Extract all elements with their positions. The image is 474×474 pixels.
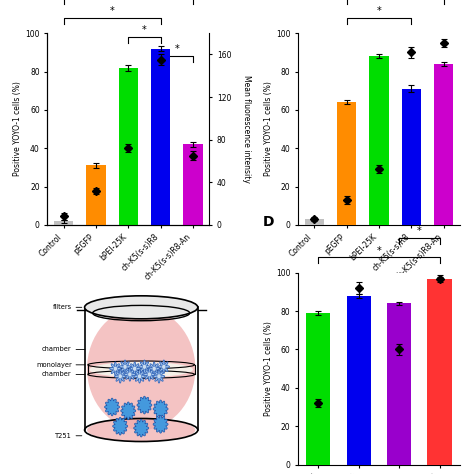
Ellipse shape [84,296,198,319]
PathPatch shape [109,362,121,375]
Bar [434,64,453,225]
PathPatch shape [139,360,150,374]
Ellipse shape [137,374,142,379]
Ellipse shape [113,366,118,371]
Y-axis label: Mean fluorescence intensity: Mean fluorescence intensity [242,75,251,183]
PathPatch shape [119,360,131,374]
PathPatch shape [158,360,170,374]
Bar [337,102,356,225]
PathPatch shape [124,368,136,381]
PathPatch shape [105,398,119,416]
Text: chamber: chamber [42,346,72,353]
PathPatch shape [115,370,126,383]
Text: monolayer: monolayer [36,362,72,368]
Text: *: * [376,246,381,255]
Y-axis label: Positive YOYO-1 cells (%): Positive YOYO-1 cells (%) [264,321,273,416]
Bar [118,68,138,225]
Bar [306,313,330,465]
Y-axis label: Positive YOYO-1 cells (%): Positive YOYO-1 cells (%) [13,82,22,176]
Ellipse shape [133,366,137,371]
Bar [54,221,73,225]
Bar [151,48,170,225]
Ellipse shape [157,374,161,379]
Ellipse shape [87,307,195,430]
Text: *: * [109,6,114,16]
Text: chamber: chamber [42,372,72,377]
Bar [183,145,203,225]
Ellipse shape [118,374,122,379]
Bar [387,303,411,465]
Y-axis label: Positive YOYO-1 cells (%): Positive YOYO-1 cells (%) [264,82,273,176]
Bar [428,279,452,465]
PathPatch shape [129,362,140,375]
Ellipse shape [123,364,127,369]
Bar [346,296,371,465]
Bar [304,219,324,225]
PathPatch shape [148,362,160,375]
PathPatch shape [153,415,168,433]
Text: *: * [417,227,422,237]
Ellipse shape [90,362,193,377]
Text: *: * [174,44,179,54]
PathPatch shape [153,400,168,418]
Bar [401,89,421,225]
Ellipse shape [147,372,151,377]
Text: *: * [376,6,381,16]
PathPatch shape [144,368,155,381]
Ellipse shape [142,364,146,369]
Ellipse shape [87,419,195,441]
PathPatch shape [137,396,152,414]
PathPatch shape [113,417,128,435]
PathPatch shape [121,402,136,420]
Bar [369,56,389,225]
PathPatch shape [153,370,164,383]
Text: D: D [263,215,274,229]
Text: T251: T251 [55,433,72,439]
Ellipse shape [152,366,156,371]
Ellipse shape [162,364,166,369]
Text: filters: filters [53,304,72,310]
PathPatch shape [134,370,145,383]
Bar [86,165,106,225]
Text: *: * [142,25,147,35]
Ellipse shape [128,372,132,377]
PathPatch shape [134,419,149,437]
